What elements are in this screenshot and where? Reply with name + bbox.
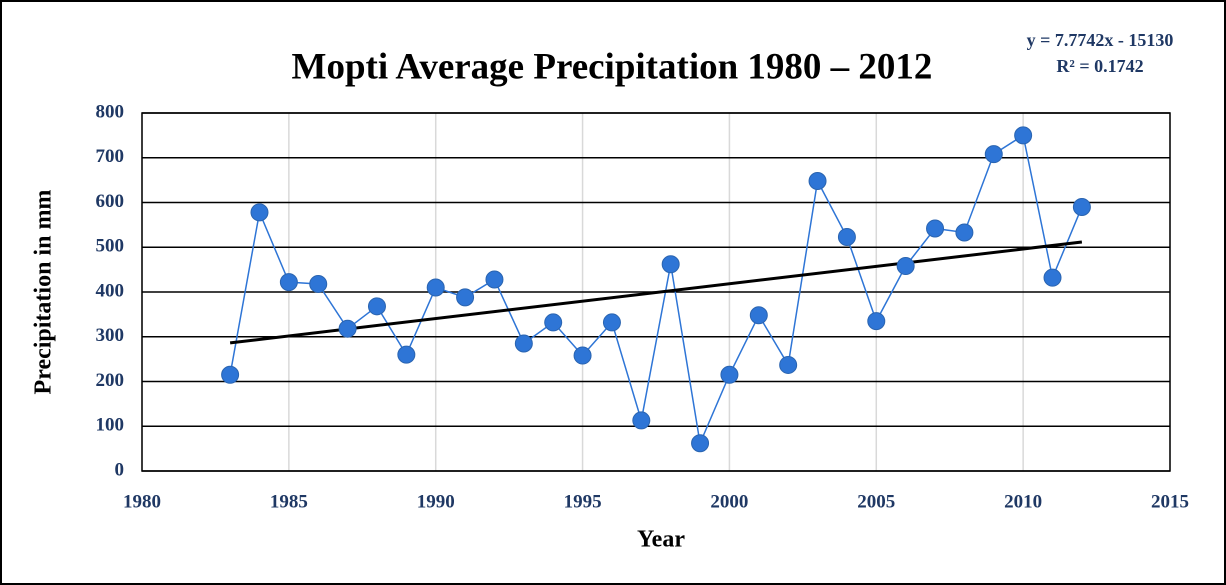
y-axis-label: Precipitation in mm xyxy=(31,190,57,395)
data-point xyxy=(661,255,680,274)
data-point xyxy=(573,346,592,365)
y-tick-label: 100 xyxy=(96,415,125,436)
data-point xyxy=(984,145,1003,164)
data-point xyxy=(1043,268,1062,287)
x-tick-label: 1980 xyxy=(123,491,161,512)
y-tick-label: 600 xyxy=(96,191,125,212)
data-point xyxy=(514,334,533,353)
y-tick-label: 500 xyxy=(96,236,125,257)
plot-border xyxy=(141,112,1171,472)
data-point xyxy=(367,297,386,316)
data-point xyxy=(926,219,945,238)
data-point xyxy=(309,274,328,293)
data-point xyxy=(1072,197,1091,216)
data-point xyxy=(1014,126,1033,145)
x-tick-label: 1995 xyxy=(564,491,602,512)
data-point xyxy=(602,313,621,332)
data-point xyxy=(279,273,298,292)
data-point xyxy=(456,288,475,307)
data-point xyxy=(250,203,269,222)
data-point xyxy=(779,355,798,374)
x-tick-label: 2000 xyxy=(710,491,748,512)
y-tick-label: 0 xyxy=(115,459,125,480)
y-tick-label: 800 xyxy=(96,101,125,122)
y-tick-label: 200 xyxy=(96,370,125,391)
x-tick-label: 2010 xyxy=(1004,491,1042,512)
x-axis-label: Year xyxy=(637,527,685,553)
data-point xyxy=(485,270,504,289)
y-tick-label: 400 xyxy=(96,280,125,301)
data-point xyxy=(867,312,886,331)
x-tick-label: 1985 xyxy=(270,491,308,512)
data-point xyxy=(397,345,416,364)
data-point xyxy=(338,319,357,338)
x-tick-label: 2015 xyxy=(1151,491,1189,512)
data-point xyxy=(544,313,563,332)
x-tick-label: 1990 xyxy=(417,491,455,512)
y-tick-label: 300 xyxy=(96,325,125,346)
trend-equation: y = 7.7742x - 15130 xyxy=(1027,30,1174,50)
chart-title: Mopti Average Precipitation 1980 – 2012 xyxy=(292,46,933,87)
data-point xyxy=(837,227,856,246)
data-point xyxy=(808,172,827,191)
trend-r-squared: R² = 0.1742 xyxy=(1056,56,1143,76)
data-point xyxy=(691,434,710,453)
y-tick-label: 700 xyxy=(96,146,125,167)
x-tick-label: 2005 xyxy=(857,491,895,512)
trendline xyxy=(229,240,1083,345)
data-point xyxy=(749,306,768,325)
data-point xyxy=(896,257,915,276)
data-point xyxy=(426,278,445,297)
data-point xyxy=(720,365,739,384)
data-point xyxy=(955,223,974,242)
data-point xyxy=(221,365,240,384)
data-point xyxy=(632,411,651,430)
